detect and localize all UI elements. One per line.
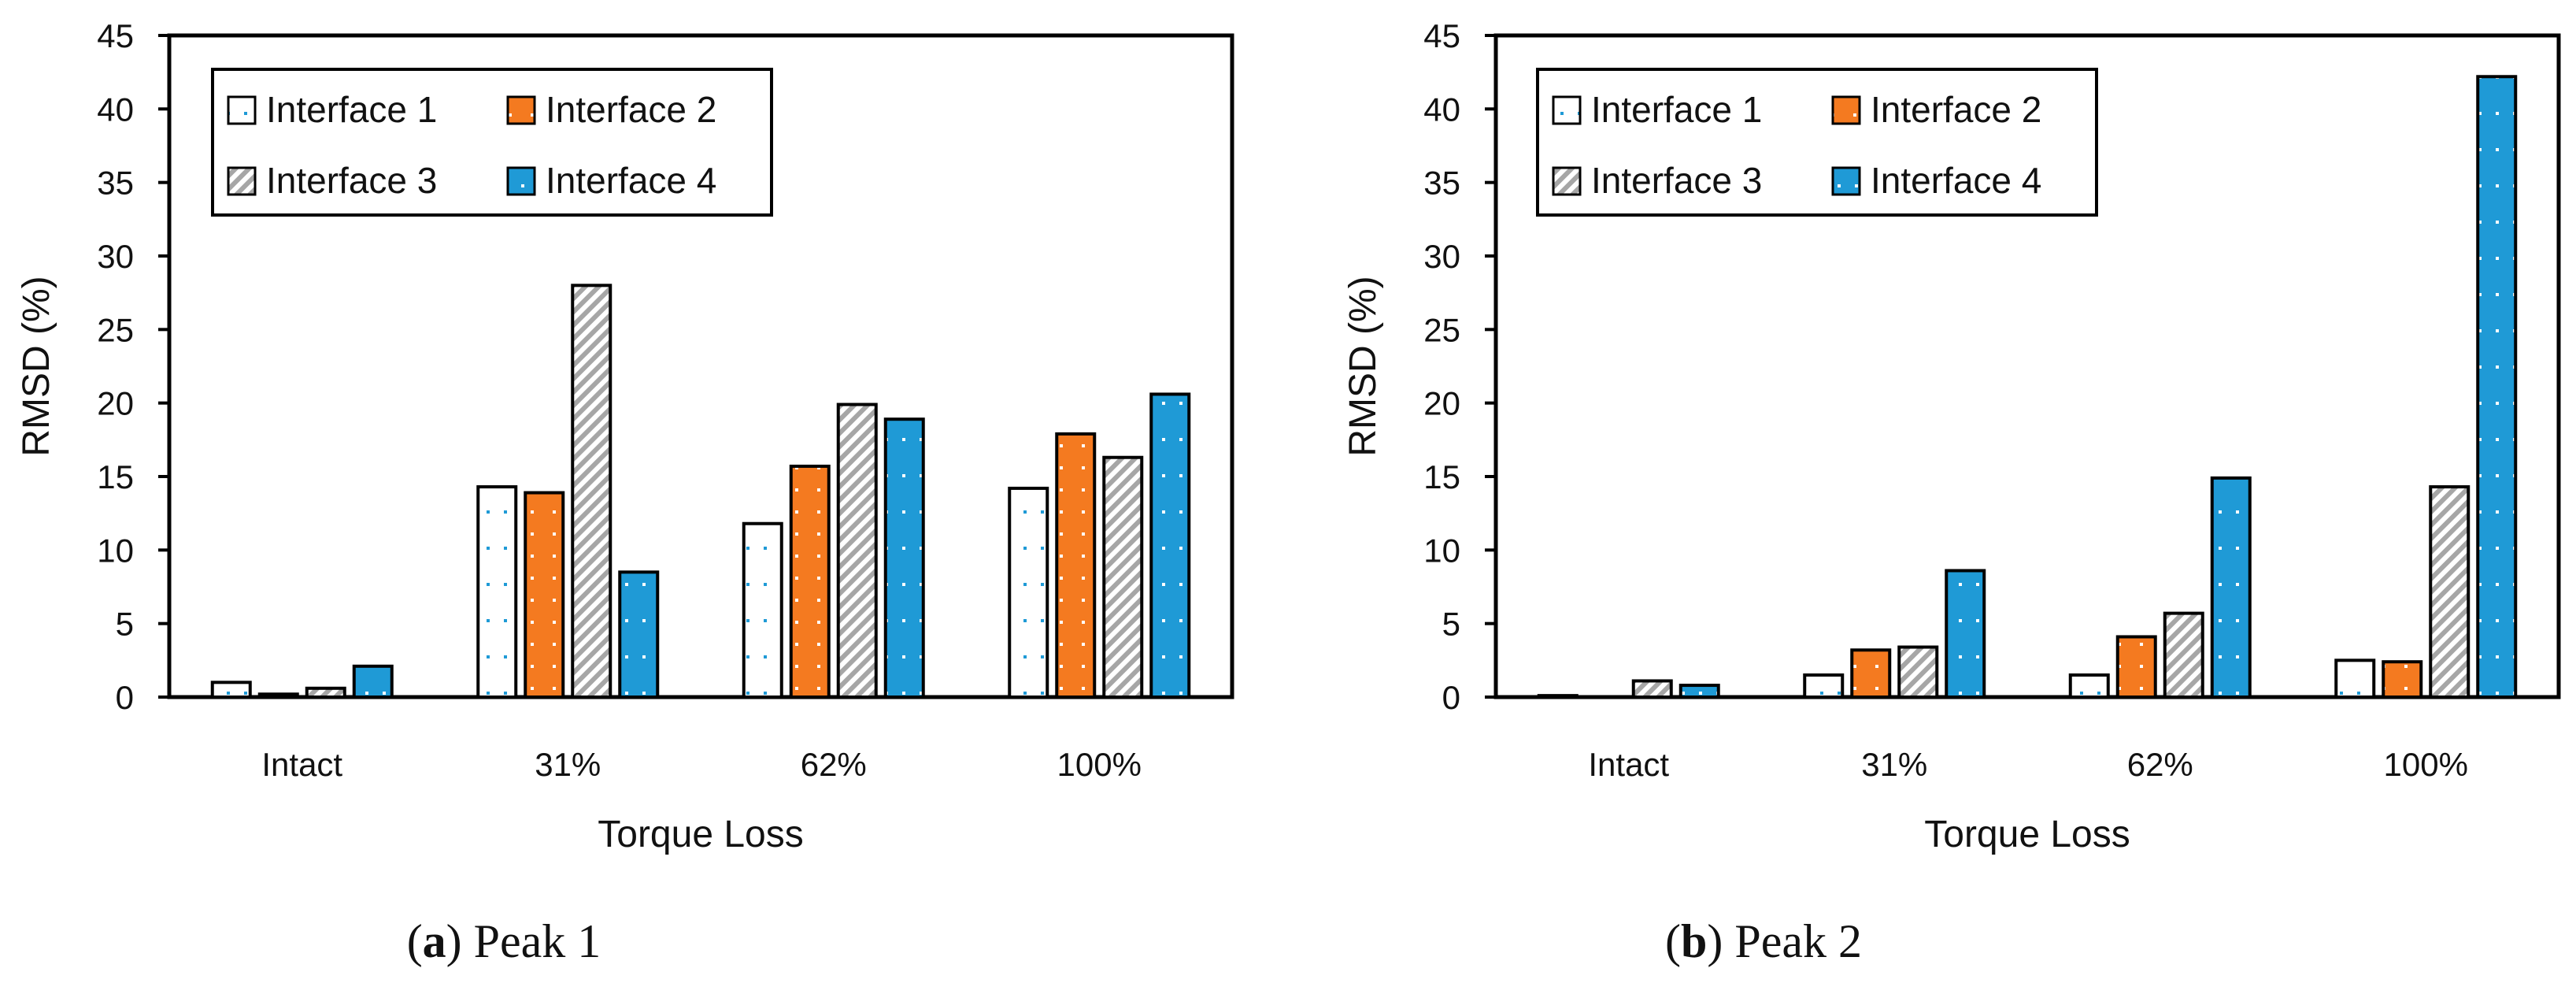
caption-paren-close: ) bbox=[446, 915, 474, 967]
legend: Interface 1 Interface 2 Interface 3 Interfa… bbox=[211, 68, 773, 217]
bar-62pct-interface-2 bbox=[789, 464, 831, 699]
caption-letter: b bbox=[1681, 915, 1707, 967]
y-tick-label: 30 bbox=[1423, 238, 1460, 275]
y-axis-title: RMSD (%) bbox=[16, 276, 57, 456]
bar-100pct-interface-2 bbox=[1055, 432, 1097, 699]
bar-62pct-interface-2 bbox=[2115, 635, 2157, 699]
y-tick-label: 45 bbox=[1423, 17, 1460, 54]
legend-swatch-interface-2 bbox=[506, 95, 536, 125]
legend-swatch-interface-4 bbox=[1831, 166, 1861, 196]
bar-intact-interface-1 bbox=[1537, 694, 1579, 699]
y-tick-label: 35 bbox=[97, 165, 134, 202]
y-tick-label: 5 bbox=[116, 606, 134, 643]
bar-100pct-interface-1 bbox=[1008, 486, 1049, 699]
y-tick-label: 0 bbox=[116, 679, 134, 716]
bar-31pct-interface-1 bbox=[1803, 673, 1845, 699]
bar-31pct-interface-3 bbox=[1897, 645, 1939, 699]
bar-intact-interface-2 bbox=[257, 692, 299, 699]
x-tick-label: 62% bbox=[801, 746, 867, 783]
panel-caption: (b) Peak 2 bbox=[1665, 915, 1862, 967]
bar-intact-interface-4 bbox=[352, 664, 394, 699]
legend-swatch-interface-1 bbox=[1552, 95, 1582, 125]
bar-62pct-interface-4 bbox=[883, 417, 925, 699]
legend: Interface 1 Interface 2 Interface 3 Interfa… bbox=[1536, 68, 2098, 217]
legend-box bbox=[1536, 68, 2098, 217]
legend-label-interface-2: Interface 2 bbox=[546, 89, 716, 130]
caption-paren-open: ( bbox=[407, 915, 423, 967]
x-axis-title: Torque Loss bbox=[1924, 814, 2130, 855]
y-tick-label: 0 bbox=[1442, 679, 1460, 716]
y-tick-label: 15 bbox=[1423, 458, 1460, 495]
chart-panel-b: 0 5 10 15 20 25 30 35 40 45 RMSD (%) Intact 31% 62% 10… bbox=[1342, 17, 2561, 967]
y-tick-label: 10 bbox=[97, 532, 134, 569]
legend-label-interface-3: Interface 3 bbox=[1591, 160, 1762, 201]
y-tick-label: 20 bbox=[97, 385, 134, 422]
y-tick-label: 40 bbox=[1423, 91, 1460, 128]
bar-100pct-interface-2 bbox=[2382, 660, 2423, 699]
bar-62pct-interface-1 bbox=[2068, 673, 2110, 699]
legend-label-interface-1: Interface 1 bbox=[1591, 89, 1762, 130]
y-tick-label: 45 bbox=[97, 17, 134, 54]
x-tick-label: Intact bbox=[261, 746, 342, 783]
bar-62pct-interface-3 bbox=[2163, 611, 2204, 699]
y-tick-label: 5 bbox=[1442, 606, 1460, 643]
bar-31pct-interface-2 bbox=[1850, 648, 1892, 699]
bar-100pct-interface-3 bbox=[1102, 455, 1144, 699]
bar-100pct-interface-4 bbox=[2476, 75, 2518, 699]
bar-31pct-interface-4 bbox=[1945, 569, 1986, 699]
caption-text: Peak 2 bbox=[1734, 915, 1862, 967]
y-tick-label: 20 bbox=[1423, 385, 1460, 422]
bar-100pct-interface-3 bbox=[2429, 485, 2471, 699]
x-tick-label: 31% bbox=[1861, 746, 1927, 783]
bar-intact-interface-4 bbox=[1678, 684, 1720, 699]
legend-swatch-interface-3 bbox=[1552, 166, 1582, 196]
plot-frame bbox=[1493, 33, 2561, 699]
bar-62pct-interface-4 bbox=[2210, 476, 2252, 699]
x-tick-label: 100% bbox=[1057, 746, 1142, 783]
y-tick-label: 40 bbox=[97, 91, 134, 128]
plot-frame bbox=[167, 33, 1234, 699]
y-axis-title: RMSD (%) bbox=[1342, 276, 1384, 456]
y-tick-label: 30 bbox=[97, 238, 134, 275]
bar-62pct-interface-3 bbox=[836, 402, 878, 699]
panel-caption: (a) Peak 1 bbox=[407, 915, 601, 967]
caption-paren-close: ) bbox=[1707, 915, 1734, 967]
bar-62pct-interface-1 bbox=[742, 521, 783, 699]
bar-31pct-interface-2 bbox=[524, 491, 565, 699]
y-tick-label: 15 bbox=[97, 458, 134, 495]
bar-31pct-interface-3 bbox=[571, 284, 613, 699]
legend-swatch-interface-4 bbox=[506, 166, 536, 196]
legend-box bbox=[211, 68, 773, 217]
x-tick-label: Intact bbox=[1588, 746, 1669, 783]
bar-100pct-interface-4 bbox=[1149, 392, 1191, 699]
legend-label-interface-4: Interface 4 bbox=[546, 160, 716, 201]
y-tick-label: 25 bbox=[97, 311, 134, 348]
x-tick-label: 62% bbox=[2127, 746, 2193, 783]
x-tick-label: 100% bbox=[2384, 746, 2468, 783]
y-tick-label: 35 bbox=[1423, 165, 1460, 202]
y-tick-label: 10 bbox=[1423, 532, 1460, 569]
legend-label-interface-2: Interface 2 bbox=[1871, 89, 2041, 130]
bar-intact-interface-3 bbox=[305, 686, 346, 699]
bar-intact-interface-3 bbox=[1631, 679, 1673, 699]
bar-intact-interface-1 bbox=[210, 681, 252, 699]
bar-31pct-interface-4 bbox=[618, 570, 660, 699]
legend-label-interface-1: Interface 1 bbox=[266, 89, 437, 130]
caption-paren-open: ( bbox=[1665, 915, 1681, 967]
caption-letter: a bbox=[423, 915, 446, 967]
caption-text: Peak 1 bbox=[474, 915, 601, 967]
legend-swatch-interface-3 bbox=[227, 166, 257, 196]
legend-label-interface-3: Interface 3 bbox=[266, 160, 437, 201]
bar-31pct-interface-1 bbox=[476, 485, 518, 699]
x-axis-title: Torque Loss bbox=[598, 814, 804, 855]
legend-swatch-interface-1 bbox=[227, 95, 257, 125]
chart-panel-a: 0 5 10 15 20 25 30 35 40 45 RMSD (%) Intact 31% 62% 10… bbox=[16, 17, 1234, 967]
x-tick-label: 31% bbox=[535, 746, 601, 783]
y-tick-label: 25 bbox=[1423, 311, 1460, 348]
legend-swatch-interface-2 bbox=[1831, 95, 1861, 125]
bar-100pct-interface-1 bbox=[2334, 658, 2376, 699]
legend-label-interface-4: Interface 4 bbox=[1871, 160, 2041, 201]
